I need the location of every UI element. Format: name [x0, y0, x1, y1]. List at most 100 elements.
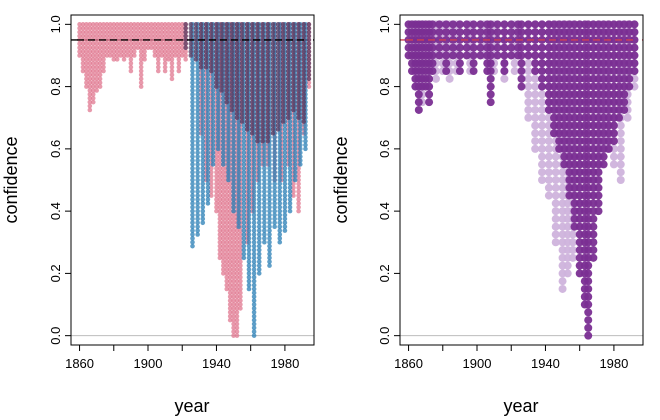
left-data-point — [188, 33, 194, 39]
left-data-point — [267, 251, 272, 257]
left-data-point — [224, 232, 230, 237]
left-data-point — [221, 239, 226, 245]
left-data-point — [234, 107, 240, 113]
left-data-point — [292, 127, 298, 132]
left-data-point — [121, 25, 127, 31]
left-data-point — [265, 68, 271, 74]
left-data-point — [241, 146, 247, 152]
left-data-point — [265, 131, 271, 136]
left-data-point — [234, 80, 240, 86]
right-data-point — [524, 98, 533, 107]
left-data-point — [84, 29, 89, 35]
left-data-point — [190, 243, 195, 249]
right-x-tick-label: 1980 — [599, 356, 628, 371]
left-data-point — [159, 49, 164, 54]
right-data-point — [625, 82, 634, 91]
left-data-point — [231, 224, 236, 229]
left-data-point — [227, 294, 233, 300]
left-data-point — [205, 146, 211, 152]
left-data-point — [282, 150, 288, 156]
left-data-point — [267, 150, 272, 156]
left-data-point — [234, 282, 240, 288]
left-data-point — [251, 138, 257, 144]
left-data-point — [214, 25, 219, 31]
left-data-point — [94, 72, 99, 78]
left-data-point — [224, 53, 230, 58]
left-data-point — [219, 25, 224, 31]
left-data-point — [286, 57, 291, 62]
left-data-point — [246, 185, 252, 191]
left-data-point — [277, 236, 283, 241]
left-data-point — [231, 150, 236, 156]
left-data-point — [205, 134, 211, 140]
left-data-point — [195, 107, 200, 113]
left-data-point — [246, 212, 252, 218]
left-data-point — [227, 201, 233, 206]
left-data-point — [306, 80, 312, 86]
right-data-point — [425, 98, 434, 107]
left-data-point — [87, 33, 93, 39]
left-data-point — [303, 146, 308, 152]
left-data-point — [224, 201, 230, 206]
right-data-point — [551, 183, 560, 192]
left-data-point — [291, 95, 296, 101]
left-data-point — [231, 177, 236, 183]
left-x-tick-label: 1940 — [202, 356, 231, 371]
left-data-point — [239, 107, 245, 113]
left-data-point — [234, 111, 240, 117]
left-data-point — [195, 88, 200, 93]
left-data-point — [229, 95, 235, 101]
left-data-point — [224, 282, 230, 288]
left-data-point — [226, 131, 231, 136]
left-data-point — [291, 49, 296, 54]
left-data-point — [128, 60, 134, 66]
left-data-point — [227, 317, 233, 323]
left-data-point — [219, 60, 224, 66]
left-data-point — [203, 45, 209, 50]
left-data-point — [236, 166, 241, 171]
left-data-point — [296, 181, 301, 187]
left-data-point — [152, 45, 158, 50]
left-data-point — [214, 208, 219, 214]
left-data-point — [138, 49, 144, 54]
left-data-point — [262, 158, 267, 163]
left-data-point — [246, 216, 252, 222]
left-data-point — [145, 25, 151, 31]
right-x-tick-label: 1860 — [394, 356, 423, 371]
left-data-point — [224, 263, 230, 268]
left-data-point — [159, 33, 164, 39]
left-data-point — [231, 259, 236, 265]
right-data-point — [442, 51, 451, 60]
right-data-point — [455, 28, 464, 37]
left-data-point — [200, 131, 206, 136]
right-data-point — [486, 67, 495, 76]
right-data-point — [538, 59, 547, 68]
left-data-point — [226, 127, 231, 132]
left-data-point — [217, 177, 223, 183]
left-data-point — [291, 92, 296, 97]
left-data-point — [287, 201, 293, 206]
right-data-point — [517, 74, 526, 83]
left-data-point — [244, 92, 250, 97]
left-data-point — [251, 204, 257, 210]
left-data-point — [176, 33, 182, 39]
left-data-point — [108, 22, 113, 27]
left-data-point — [298, 123, 303, 128]
left-data-point — [224, 88, 230, 93]
left-data-point — [287, 208, 293, 214]
left-data-point — [209, 166, 214, 171]
left-data-point — [159, 45, 164, 50]
right-data-point — [620, 105, 629, 114]
left-data-point — [241, 251, 247, 257]
left-data-point — [173, 37, 178, 43]
left-data-point — [128, 45, 134, 50]
right-x-axis: 1860 1900 1940 1980 — [394, 345, 628, 371]
left-data-point — [224, 251, 230, 257]
left-data-point — [214, 150, 219, 156]
left-data-point — [265, 33, 271, 39]
left-data-point — [262, 204, 267, 210]
left-data-point — [205, 169, 211, 175]
right-data-point — [531, 51, 540, 60]
left-data-point — [277, 134, 283, 140]
left-data-point — [277, 208, 283, 214]
